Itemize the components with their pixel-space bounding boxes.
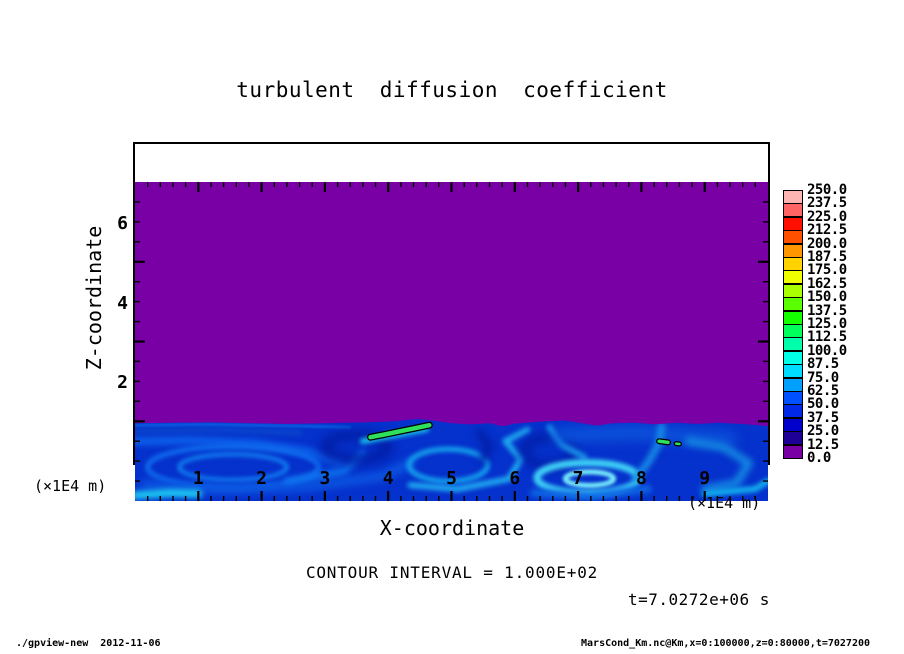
page-title: turbulent diffusion coefficient: [236, 78, 668, 102]
x-axis-unit-label: (×1E4 m): [688, 494, 761, 512]
colorbar-swatch: [783, 284, 803, 298]
colorbar-swatch: [783, 391, 803, 405]
footer-dataset-text: MarsCond_Km.nc@Km,x=0:100000,z=0:80000,t…: [581, 638, 870, 649]
colorbar-tick-label: 50.0: [807, 396, 839, 413]
colorbar-tick-label: 212.5: [807, 222, 847, 239]
colorbar-tick-label: 225.0: [807, 208, 847, 225]
x-tick-label: 5: [446, 468, 457, 489]
time-label: t=7.0272e+06 s: [628, 590, 770, 609]
colorbar-tick-label: 250.0: [807, 182, 847, 198]
x-tick-label: 9: [699, 468, 711, 489]
x-tick-label: 8: [635, 468, 647, 489]
colorbar-swatch: [783, 203, 803, 217]
colorbar-tick-label: 237.5: [807, 195, 847, 212]
colorbar-swatch: [783, 190, 803, 204]
colorbar-tick-label: 200.0: [807, 235, 847, 252]
colorbar-tick-label: 125.0: [807, 316, 847, 332]
colorbar-tick-label: 25.0: [807, 423, 839, 440]
colorbar-tick-label: 75.0: [807, 369, 839, 386]
x-tick-label: 3: [319, 468, 331, 489]
y-tick-label: 4: [117, 292, 128, 314]
colorbar-swatch: [783, 337, 803, 351]
colorbar-tick-label: 175.0: [807, 262, 847, 279]
colorbar-swatch: [783, 311, 803, 325]
colorbar-tick-label: 187.5: [807, 249, 847, 265]
x-tick-label: 4: [382, 468, 394, 489]
colorbar-swatch: [783, 244, 803, 258]
z-axis-unit-label: (×1E4 m): [34, 477, 107, 495]
colorbar-tick-label: 0.0: [807, 450, 831, 466]
colorbar-tick-label: 100.0: [807, 342, 847, 359]
colorbar-swatch: [783, 351, 803, 365]
colorbar-swatch: [783, 404, 803, 418]
footer-command-text: ./gpview-new 2012-11-06: [16, 638, 161, 649]
colorbar-tick-label: 62.5: [807, 383, 839, 399]
colorbar-swatch: [783, 445, 803, 459]
colorbar-swatch: [783, 364, 803, 378]
x-tick-label: 6: [509, 468, 521, 489]
x-tick-label: 7: [572, 468, 584, 489]
colorbar: 0.0 12.5 25.0 37.5 50.0 62.5 75.0 87.5 100.0 112.…: [783, 182, 873, 466]
colorbar-tick-label: 12.5: [807, 436, 839, 453]
colorbar-swatch: [783, 431, 803, 445]
y-tick-label: 6: [117, 212, 128, 234]
colorbar-swatch: [783, 324, 803, 338]
colorbar-tick-label: 87.5: [807, 356, 839, 373]
colorbar-tick-label: 137.5: [807, 302, 847, 319]
x-tick-label: 2: [256, 468, 268, 489]
colorbar-swatch: [783, 230, 803, 244]
colorbar-swatch: [783, 297, 803, 311]
colorbar-swatch: [783, 270, 803, 284]
colorbar-swatch: [783, 217, 803, 231]
colorbar-tick-label: 112.5: [807, 329, 847, 346]
colorbar-swatch: [783, 378, 803, 392]
contour-interval-label: CONTOUR INTERVAL = 1.000E+02: [305, 563, 599, 582]
y-tick-label: 2: [117, 372, 128, 394]
colorbar-tick-label: 150.0: [807, 289, 847, 306]
contour-field: [135, 182, 768, 501]
colorbar-tick-label: 162.5: [807, 275, 847, 292]
colorbar-swatch: [783, 418, 803, 432]
contour-plot-area: [133, 142, 770, 501]
colorbar-swatch: [783, 257, 803, 271]
contour-field-svg: [135, 182, 768, 501]
x-tick-label: 1: [192, 468, 204, 489]
x-axis-label: X-coordinate: [379, 516, 525, 540]
colorbar-tick-label: 37.5: [807, 409, 839, 426]
